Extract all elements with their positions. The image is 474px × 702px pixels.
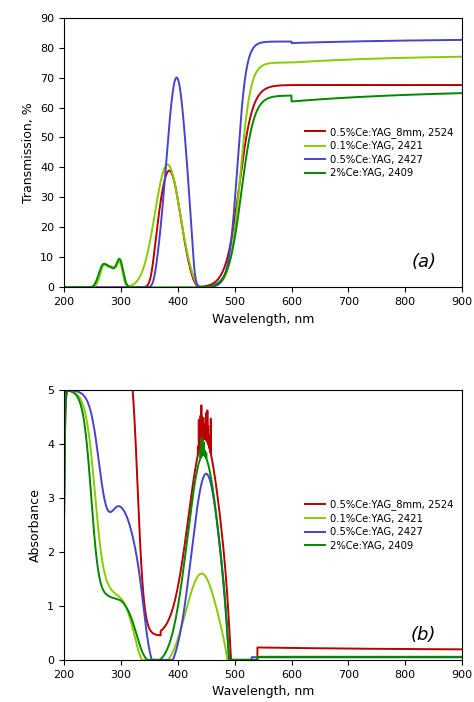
0.1%Ce:YAG, 2421	[145, 656, 150, 664]
0.5%Ce:YAG, 2427	[459, 36, 465, 44]
0.5%Ce:YAG, 2427	[61, 521, 67, 529]
0.5%Ce:YAG, 2427	[144, 283, 150, 291]
X-axis label: Wavelength, nm: Wavelength, nm	[212, 312, 314, 326]
0.5%Ce:YAG_8mm, 2524	[314, 644, 320, 652]
2%Ce:YAG, 2409	[297, 97, 303, 105]
0.1%Ce:YAG, 2421	[428, 53, 434, 62]
Y-axis label: Absorbance: Absorbance	[28, 488, 42, 562]
0.5%Ce:YAG_8mm, 2524	[459, 81, 465, 89]
0.5%Ce:YAG_8mm, 2524	[249, 107, 255, 116]
Text: (a): (a)	[411, 253, 436, 271]
2%Ce:YAG, 2409	[428, 653, 434, 661]
0.1%Ce:YAG, 2421	[144, 251, 150, 259]
0.1%Ce:YAG, 2421	[297, 58, 303, 66]
0.5%Ce:YAG_8mm, 2524	[61, 496, 67, 505]
2%Ce:YAG, 2409	[61, 521, 67, 529]
0.5%Ce:YAG, 2427	[428, 36, 434, 44]
0.1%Ce:YAG, 2421	[314, 57, 320, 65]
0.5%Ce:YAG, 2427	[297, 39, 303, 47]
0.5%Ce:YAG_8mm, 2524	[63, 386, 68, 395]
Text: (b): (b)	[411, 625, 436, 644]
2%Ce:YAG, 2409	[428, 90, 434, 98]
0.5%Ce:YAG, 2427	[249, 653, 255, 661]
0.5%Ce:YAG, 2427	[314, 38, 320, 46]
0.1%Ce:YAG, 2421	[298, 652, 303, 661]
0.5%Ce:YAG_8mm, 2524	[144, 282, 150, 290]
0.5%Ce:YAG_8mm, 2524	[459, 81, 465, 89]
Line: 0.1%Ce:YAG, 2421: 0.1%Ce:YAG, 2421	[64, 57, 462, 287]
0.5%Ce:YAG_8mm, 2524	[298, 644, 303, 652]
2%Ce:YAG, 2409	[144, 656, 150, 664]
0.5%Ce:YAG, 2427	[61, 283, 67, 291]
Line: 2%Ce:YAG, 2409: 2%Ce:YAG, 2409	[64, 391, 462, 660]
0.5%Ce:YAG_8mm, 2524	[459, 645, 465, 654]
2%Ce:YAG, 2409	[298, 653, 303, 661]
2%Ce:YAG, 2409	[459, 89, 465, 98]
0.5%Ce:YAG_8mm, 2524	[228, 656, 234, 664]
Line: 0.1%Ce:YAG, 2421: 0.1%Ce:YAG, 2421	[64, 391, 462, 660]
Legend: 0.5%Ce:YAG_8mm, 2524, 0.1%Ce:YAG, 2421, 0.5%Ce:YAG, 2427, 2%Ce:YAG, 2409: 0.5%Ce:YAG_8mm, 2524, 0.1%Ce:YAG, 2421, …	[301, 495, 457, 555]
Line: 0.5%Ce:YAG_8mm, 2524: 0.5%Ce:YAG_8mm, 2524	[64, 85, 462, 287]
0.5%Ce:YAG, 2427	[298, 653, 303, 661]
0.1%Ce:YAG, 2421	[61, 521, 67, 529]
Line: 0.5%Ce:YAG_8mm, 2524: 0.5%Ce:YAG_8mm, 2524	[64, 390, 462, 660]
0.1%Ce:YAG, 2421	[139, 656, 145, 664]
2%Ce:YAG, 2409	[61, 283, 67, 291]
X-axis label: Wavelength, nm: Wavelength, nm	[212, 685, 314, 698]
0.1%Ce:YAG, 2421	[205, 577, 211, 585]
0.5%Ce:YAG, 2427	[205, 471, 211, 479]
Line: 0.5%Ce:YAG, 2427: 0.5%Ce:YAG, 2427	[64, 390, 462, 660]
2%Ce:YAG, 2409	[205, 460, 211, 468]
Line: 0.5%Ce:YAG, 2427: 0.5%Ce:YAG, 2427	[64, 40, 462, 287]
0.5%Ce:YAG_8mm, 2524	[144, 618, 150, 626]
0.1%Ce:YAG, 2421	[314, 652, 320, 661]
0.1%Ce:YAG, 2421	[428, 652, 434, 661]
0.5%Ce:YAG, 2427	[314, 653, 320, 661]
Y-axis label: Transmission, %: Transmission, %	[22, 102, 35, 203]
2%Ce:YAG, 2409	[205, 282, 211, 291]
0.5%Ce:YAG, 2427	[428, 653, 434, 661]
2%Ce:YAG, 2409	[144, 283, 150, 291]
0.5%Ce:YAG_8mm, 2524	[428, 81, 434, 89]
0.5%Ce:YAG, 2427	[459, 653, 465, 661]
2%Ce:YAG, 2409	[249, 122, 255, 131]
2%Ce:YAG, 2409	[459, 653, 465, 661]
0.5%Ce:YAG_8mm, 2524	[205, 282, 211, 290]
0.5%Ce:YAG_8mm, 2524	[297, 81, 303, 89]
0.1%Ce:YAG, 2421	[459, 53, 465, 61]
0.5%Ce:YAG_8mm, 2524	[249, 656, 255, 664]
0.1%Ce:YAG, 2421	[205, 283, 211, 291]
2%Ce:YAG, 2409	[145, 656, 150, 664]
0.1%Ce:YAG, 2421	[249, 656, 255, 664]
0.5%Ce:YAG_8mm, 2524	[61, 283, 67, 291]
0.5%Ce:YAG, 2427	[249, 46, 255, 55]
Line: 2%Ce:YAG, 2409: 2%Ce:YAG, 2409	[64, 93, 462, 287]
0.5%Ce:YAG_8mm, 2524	[314, 81, 320, 89]
0.5%Ce:YAG_8mm, 2524	[205, 439, 211, 448]
2%Ce:YAG, 2409	[65, 387, 71, 395]
0.5%Ce:YAG, 2427	[144, 632, 150, 640]
0.1%Ce:YAG, 2421	[459, 652, 465, 661]
2%Ce:YAG, 2409	[314, 95, 320, 104]
0.5%Ce:YAG, 2427	[66, 386, 72, 395]
2%Ce:YAG, 2409	[249, 656, 255, 664]
0.1%Ce:YAG, 2421	[249, 80, 255, 88]
2%Ce:YAG, 2409	[314, 653, 320, 661]
Legend: 0.5%Ce:YAG_8mm, 2524, 0.1%Ce:YAG, 2421, 0.5%Ce:YAG, 2427, 2%Ce:YAG, 2409: 0.5%Ce:YAG_8mm, 2524, 0.1%Ce:YAG, 2421, …	[301, 123, 457, 183]
0.5%Ce:YAG, 2427	[149, 656, 155, 664]
0.5%Ce:YAG, 2427	[205, 283, 211, 291]
0.5%Ce:YAG_8mm, 2524	[428, 645, 434, 654]
0.1%Ce:YAG, 2421	[61, 283, 67, 291]
0.1%Ce:YAG, 2421	[66, 387, 72, 395]
